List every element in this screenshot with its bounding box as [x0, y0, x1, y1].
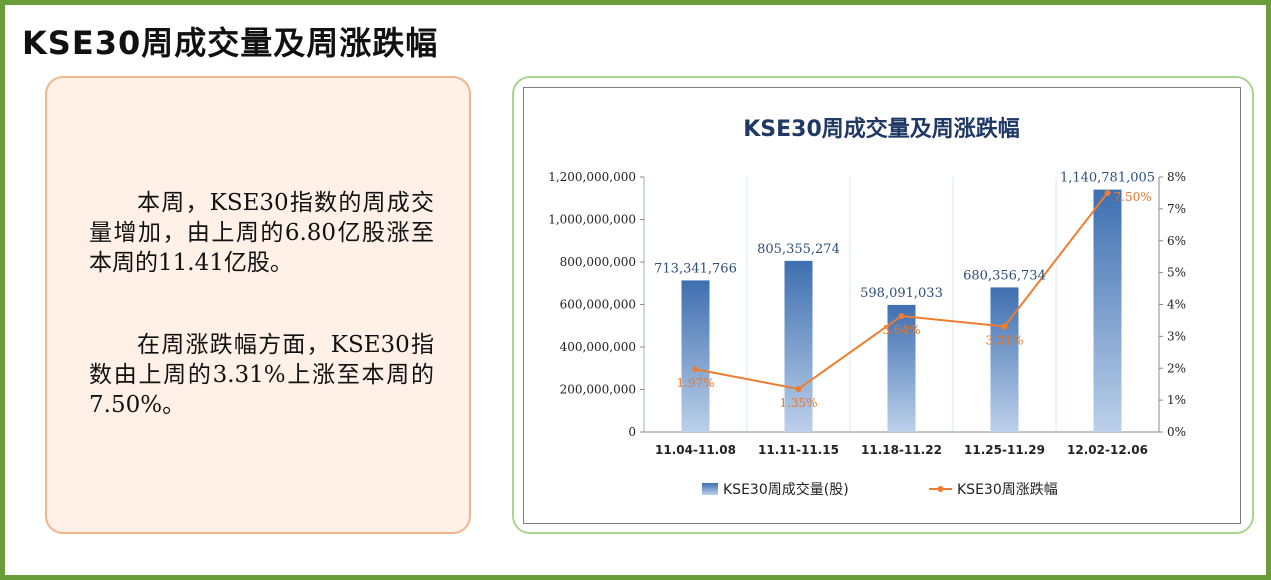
left-tick-label: 1,200,000,000: [548, 170, 636, 184]
bar: [1093, 189, 1122, 432]
left-tick-label: 400,000,000: [560, 340, 636, 354]
line-point: [1104, 189, 1111, 196]
summary-paragraph-change: 在周涨跌幅方面，KSE30指数由上周的3.31%上涨至本周的7.50%。: [89, 332, 434, 418]
chart-title: KSE30周成交量及周涨跌幅: [743, 116, 1020, 142]
left-tick-label: 0: [628, 425, 636, 439]
right-tick-label: 5%: [1167, 266, 1186, 280]
line-point: [898, 312, 905, 319]
category-label: 11.04-11.08: [655, 443, 736, 457]
legend-bar-label: KSE30周成交量(股): [723, 481, 849, 498]
bar-value-label: 598,091,033: [860, 286, 943, 301]
line-value-label: 3.31%: [985, 333, 1023, 347]
bar-series: [681, 189, 1122, 432]
chart-legend: KSE30周成交量(股) KSE30周涨跌幅: [702, 481, 1058, 498]
summary-paragraph-volume: 本周，KSE30指数的周成交量增加，由上周的6.80亿股涨至本周的11.41亿股…: [89, 190, 434, 276]
line-point: [795, 385, 802, 392]
right-tick-label: 2%: [1167, 361, 1186, 375]
chart-area: KSE30周成交量及周涨跌幅 0 200,000,000 400,000,000 60…: [523, 87, 1241, 524]
bar: [887, 304, 916, 432]
right-tick-label: 0%: [1167, 425, 1186, 439]
line-value-label: 3.64%: [882, 323, 920, 337]
chart-axes: 0 200,000,000 400,000,000 600,000,000 800,00…: [548, 170, 1186, 457]
left-tick-label: 1,000,000,000: [548, 213, 636, 227]
legend-line-label: KSE30周涨跌幅: [957, 482, 1058, 498]
chart-grid: [746, 177, 1057, 432]
summary-card: 本周，KSE30指数的周成交量增加，由上周的6.80亿股涨至本周的11.41亿股…: [45, 76, 471, 534]
right-tick-label: 8%: [1167, 170, 1186, 184]
line-series: [692, 189, 1111, 392]
category-label: 11.25-11.29: [964, 443, 1045, 457]
bar: [784, 260, 813, 432]
right-tick-label: 1%: [1167, 393, 1186, 407]
category-label: 12.02-12.06: [1067, 443, 1148, 457]
bar-value-label: 713,341,766: [654, 261, 737, 276]
legend-line-marker: [937, 486, 944, 492]
bar-value-label: 1,140,781,005: [1060, 171, 1155, 186]
right-tick-label: 6%: [1167, 234, 1186, 248]
line-point: [692, 366, 699, 373]
line-point: [1001, 323, 1008, 330]
right-tick-label: 4%: [1167, 298, 1186, 312]
bar: [990, 287, 1019, 432]
right-tick-label: 3%: [1167, 329, 1186, 343]
category-label: 11.11-11.15: [758, 443, 839, 457]
chart-svg: KSE30周成交量及周涨跌幅 0 200,000,000 400,000,000 60…: [548, 116, 1186, 498]
line-value-label: 7.50%: [1114, 190, 1152, 204]
bar: [681, 280, 710, 432]
left-tick-label: 200,000,000: [560, 383, 636, 397]
data-labels: 713,341,766 805,355,274 598,091,033 680,356…: [654, 171, 1155, 410]
bar-value-label: 805,355,274: [757, 242, 840, 257]
line-value-label: 1.35%: [779, 396, 817, 410]
right-tick-label: 7%: [1167, 202, 1186, 216]
page-title: KSE30周成交量及周涨跌幅: [22, 24, 439, 62]
legend-bar-swatch: [702, 483, 718, 495]
left-tick-label: 600,000,000: [560, 298, 636, 312]
bar-value-label: 680,356,734: [963, 268, 1046, 283]
left-tick-label: 800,000,000: [560, 255, 636, 269]
line-value-label: 1.97%: [676, 376, 714, 390]
category-label: 11.18-11.22: [861, 443, 942, 457]
